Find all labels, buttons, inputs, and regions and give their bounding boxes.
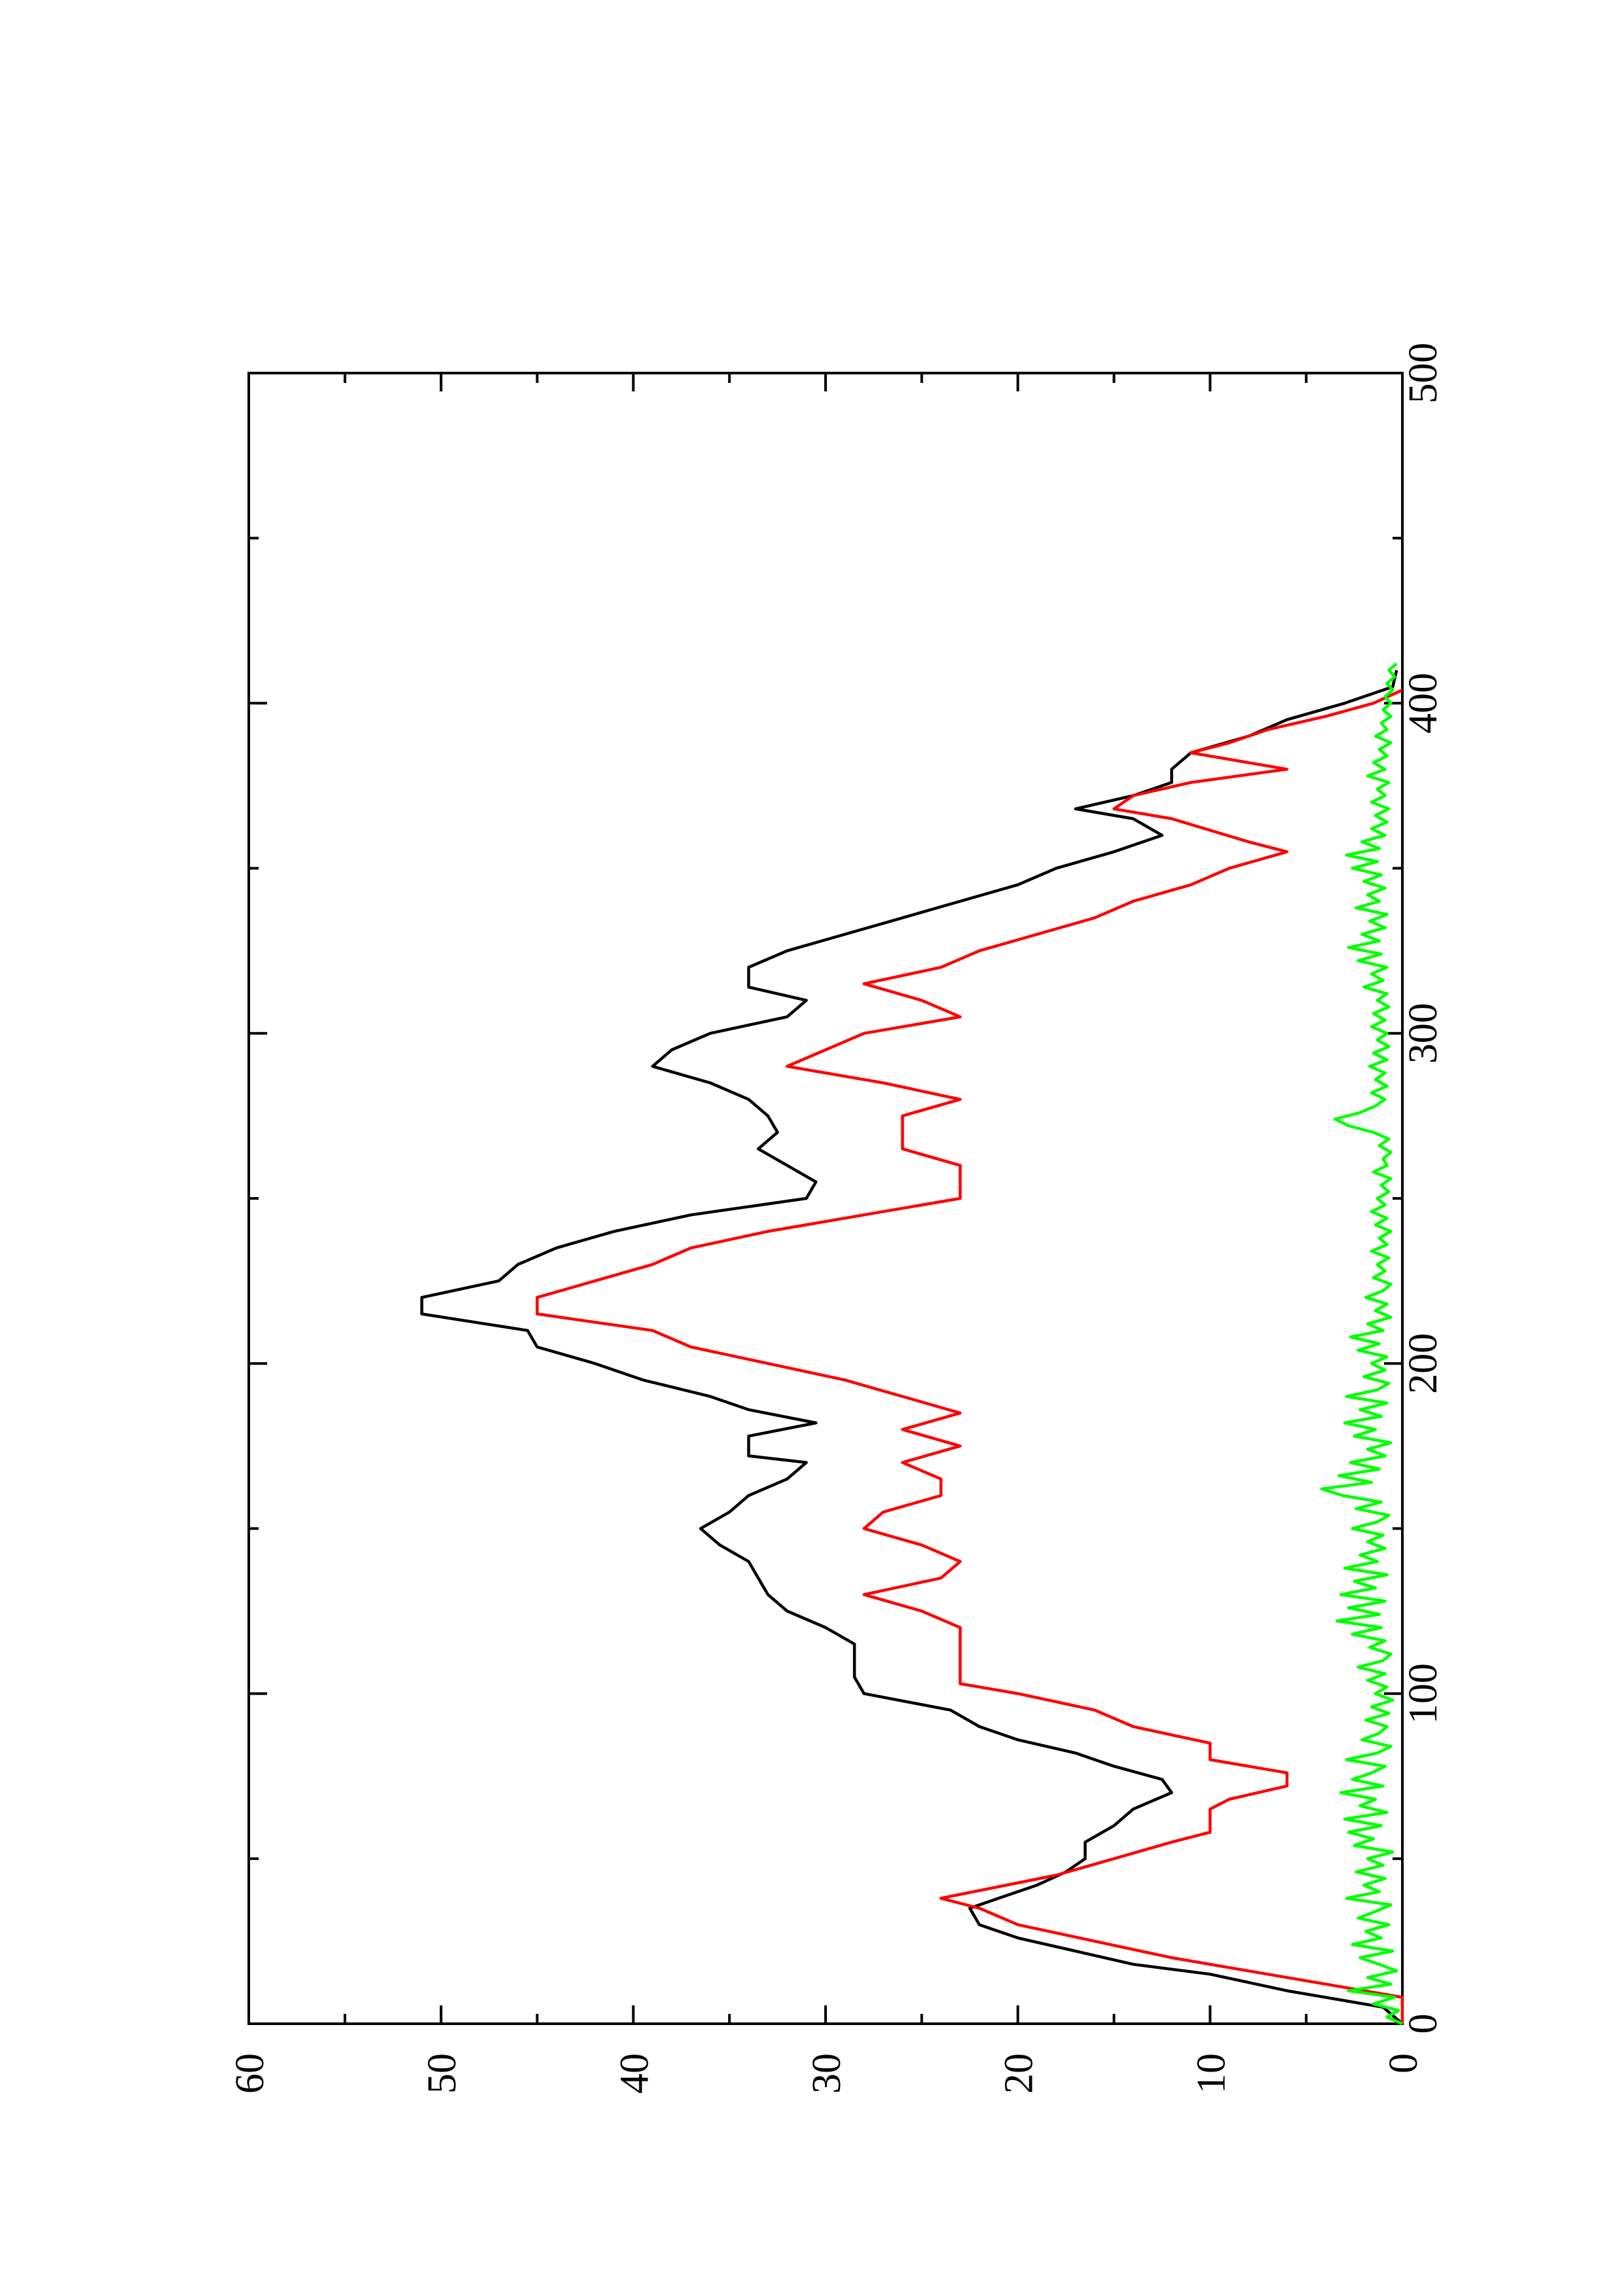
tick-labels: 0 100 200 300 400 500 0 10 20 30 40 50 60 <box>228 343 1446 2094</box>
series-red-line <box>536 689 1404 2024</box>
y-tick-label: 50 <box>420 2053 465 2094</box>
series-black-line <box>420 670 1404 2025</box>
y-tick-label: 30 <box>805 2053 849 2094</box>
x-tick-label: 200 <box>1401 1333 1446 1394</box>
series-group <box>420 662 1404 2026</box>
x-tick-label: 500 <box>1401 343 1446 404</box>
y-tick-label: 0 <box>1381 2053 1426 2073</box>
plot-frame <box>247 372 1404 2025</box>
y-tick-label: 20 <box>997 2053 1042 2094</box>
x-tick-label: 0 <box>1401 2014 1446 2034</box>
x-tick-label: 100 <box>1401 1663 1446 1724</box>
y-tick-label: 40 <box>612 2053 657 2094</box>
x-tick-label: 300 <box>1401 1003 1446 1064</box>
series-green-line <box>1320 662 1403 2026</box>
axis-ticks <box>247 372 1404 2025</box>
y-tick-label: 10 <box>1189 2053 1233 2094</box>
y-tick-label: 60 <box>228 2053 272 2094</box>
x-tick-label: 400 <box>1401 673 1446 734</box>
